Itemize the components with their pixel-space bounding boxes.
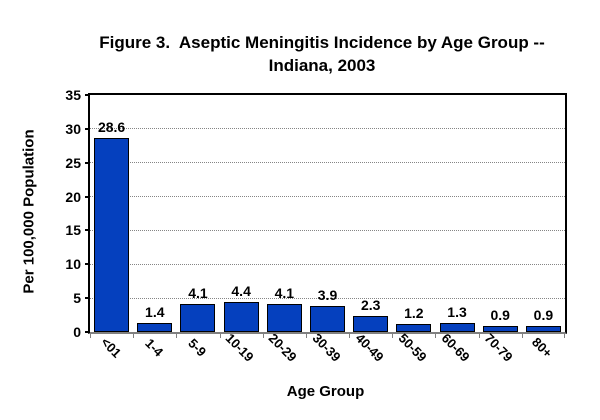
gridline bbox=[90, 196, 565, 198]
x-tick-mark bbox=[478, 334, 480, 338]
y-tick-label: 0 bbox=[73, 324, 81, 340]
x-tick-mark bbox=[219, 334, 221, 338]
y-tick-label: 15 bbox=[65, 222, 81, 239]
x-tick-label: 1-4 bbox=[142, 335, 166, 360]
x-tick-label: 30-39 bbox=[309, 330, 344, 365]
x-tick-mark bbox=[262, 334, 264, 338]
bar-value-label: 28.6 bbox=[97, 119, 126, 136]
x-tick-mark bbox=[392, 334, 394, 338]
y-tick-mark bbox=[85, 263, 90, 266]
bar bbox=[439, 323, 475, 332]
x-tick-mark bbox=[133, 334, 135, 338]
y-tick-label: 5 bbox=[73, 290, 81, 307]
bar-value-label: 0.9 bbox=[533, 306, 554, 323]
bar bbox=[266, 304, 302, 332]
y-tick-mark bbox=[85, 161, 90, 164]
y-tick-label: 30 bbox=[65, 120, 81, 137]
y-tick-mark bbox=[85, 127, 90, 130]
x-tick-label: 40-49 bbox=[352, 330, 387, 365]
y-axis-title: Per 100,000 Population bbox=[20, 129, 38, 294]
x-tick-mark bbox=[176, 334, 178, 338]
y-tick-mark bbox=[85, 297, 90, 300]
x-tick-label: 60-69 bbox=[438, 330, 473, 365]
y-tick-mark bbox=[85, 229, 90, 232]
gridline bbox=[90, 128, 565, 130]
x-tick-mark bbox=[521, 334, 523, 338]
y-tick-mark bbox=[85, 331, 90, 333]
x-tick-mark bbox=[305, 334, 307, 338]
gridline bbox=[90, 162, 565, 164]
chart-title: Figure 3. Aseptic Meningitis Incidence b… bbox=[0, 31, 600, 77]
bar-value-label: 4.1 bbox=[274, 285, 295, 302]
chart-title-line1: Figure 3. Aseptic Meningitis Incidence b… bbox=[99, 33, 545, 52]
bar bbox=[310, 305, 345, 332]
bar bbox=[396, 323, 432, 332]
bar-value-label: 3.9 bbox=[317, 286, 338, 303]
x-tick-label: 80+ bbox=[529, 334, 556, 361]
x-tick-mark bbox=[90, 334, 91, 338]
y-tick-mark bbox=[85, 195, 90, 198]
x-tick-label: 10-19 bbox=[222, 330, 257, 365]
y-tick-mark bbox=[85, 94, 90, 96]
bar-value-label: 4.1 bbox=[188, 285, 208, 302]
x-tick-label: 5-9 bbox=[185, 335, 210, 360]
x-tick-mark bbox=[564, 334, 565, 338]
bar-value-label: 1.2 bbox=[404, 304, 424, 321]
gridline bbox=[90, 263, 565, 265]
x-tick-label: 50-59 bbox=[395, 330, 430, 365]
bar-value-label: 4.4 bbox=[231, 283, 251, 300]
x-axis-title: Age Group bbox=[286, 383, 365, 400]
bar-value-label: 2.3 bbox=[360, 297, 381, 314]
y-tick-label: 35 bbox=[65, 87, 81, 103]
bar bbox=[353, 316, 389, 332]
x-tick-mark bbox=[349, 334, 351, 338]
x-tick-label: 20-29 bbox=[265, 330, 301, 365]
bar bbox=[482, 325, 518, 332]
x-tick-label: 70-79 bbox=[481, 330, 516, 365]
y-tick-label: 10 bbox=[65, 256, 81, 273]
gridline bbox=[90, 229, 565, 231]
x-tick-label: <01 bbox=[97, 334, 124, 361]
bar-value-label: 1.4 bbox=[145, 303, 165, 320]
gridline bbox=[90, 297, 565, 299]
bar bbox=[180, 304, 216, 332]
chart-title-line2: Indiana, 2003 bbox=[268, 56, 376, 75]
plot-area: 0 5 10 15 20 25 30 35 28.6 <01 1.4 1-4 4.1 5-9 4.4 10-1… bbox=[65, 87, 567, 365]
x-tick-mark bbox=[435, 334, 437, 338]
bar-value-label: 0.9 bbox=[490, 306, 510, 323]
y-tick-label: 25 bbox=[65, 154, 81, 171]
bar bbox=[525, 325, 561, 332]
bar bbox=[137, 322, 173, 332]
bar bbox=[223, 302, 259, 332]
y-tick-label: 20 bbox=[65, 188, 81, 205]
bar bbox=[94, 138, 130, 332]
bar-value-label: 1.3 bbox=[447, 304, 467, 321]
